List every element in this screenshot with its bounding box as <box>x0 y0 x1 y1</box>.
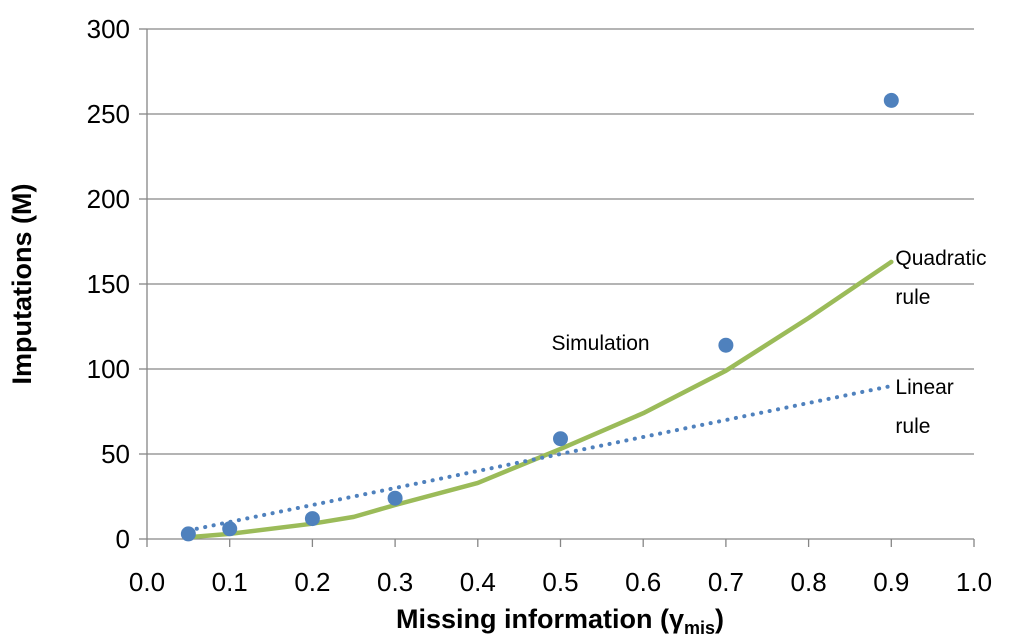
y-tick-label: 0 <box>116 524 130 554</box>
linear-rule-line <box>186 384 894 533</box>
x-tick-label: 0.8 <box>791 567 827 597</box>
x-axis-title-symbol: γ <box>669 604 684 634</box>
x-axis-title-subscript: mis <box>684 618 715 638</box>
x-tick-label: 0.4 <box>460 567 496 597</box>
x-axis-title-text: Missing information ( <box>396 604 669 634</box>
y-tick-label: 250 <box>87 99 130 129</box>
x-tick-label: 0.6 <box>625 567 661 597</box>
y-tick-label: 50 <box>101 439 130 469</box>
annotation-quadratic_2: rule <box>895 286 930 309</box>
quadratic-rule-line <box>186 259 894 540</box>
x-axis-title-close: ) <box>715 604 724 634</box>
simulation-point <box>304 511 320 527</box>
y-tick-label: 300 <box>87 14 130 44</box>
x-axis-title: Missing information (γmis) <box>396 604 724 638</box>
x-tick-label: 0.5 <box>542 567 578 597</box>
x-tick-label: 1.0 <box>956 567 992 597</box>
simulation-point <box>387 490 403 506</box>
annotations: Simulation Quadratic rule Linear rule <box>552 247 987 438</box>
x-tick-label: 0.7 <box>708 567 744 597</box>
x-tick-label: 0.1 <box>212 567 248 597</box>
simulation-point <box>180 526 196 542</box>
simulation-point <box>222 521 238 537</box>
simulation-point <box>883 92 899 108</box>
y-tick-label: 200 <box>87 184 130 214</box>
x-tick-label: 0.9 <box>873 567 909 597</box>
x-tick-label: 0.2 <box>294 567 330 597</box>
y-tick-label: 100 <box>87 354 130 384</box>
annotation-linear_1: Linear <box>895 376 953 399</box>
x-tick-label: 0.0 <box>129 567 165 597</box>
gridlines <box>147 28 974 455</box>
y-tick-label: 150 <box>87 269 130 299</box>
simulation-point <box>718 337 734 353</box>
y-axis-title: Imputations (M) <box>7 184 37 385</box>
simulation-point <box>553 431 568 447</box>
annotation-quadratic_1: Quadratic <box>895 247 986 270</box>
series <box>180 92 899 542</box>
x-tick-label: 0.3 <box>377 567 413 597</box>
ticks: 0 50 100 150 200 250 300 0.0 0.1 0.2 0.3 0.4 0.5 0.6 0… <box>87 14 992 597</box>
annotation-simulation: Simulation <box>552 332 650 355</box>
annotation-linear_2: rule <box>895 415 930 438</box>
